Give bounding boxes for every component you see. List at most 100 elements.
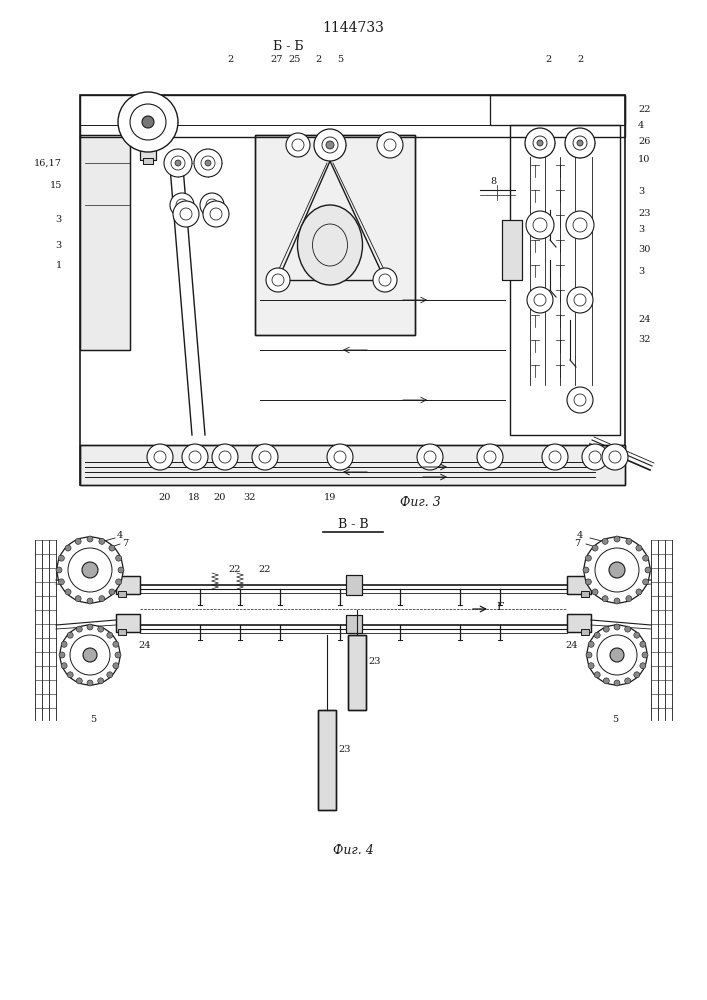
Circle shape — [99, 596, 105, 602]
Circle shape — [87, 536, 93, 542]
Circle shape — [577, 140, 583, 146]
Circle shape — [626, 596, 632, 602]
Circle shape — [57, 537, 123, 603]
Circle shape — [200, 193, 224, 217]
Bar — [348, 635, 366, 710]
Circle shape — [99, 538, 105, 544]
Circle shape — [59, 579, 64, 585]
Circle shape — [633, 672, 640, 678]
Circle shape — [87, 624, 93, 630]
Circle shape — [643, 555, 648, 561]
Text: 22: 22 — [259, 566, 271, 574]
Bar — [140, 130, 156, 160]
Circle shape — [205, 160, 211, 166]
Circle shape — [115, 652, 121, 658]
Circle shape — [588, 641, 594, 647]
Ellipse shape — [298, 205, 363, 285]
Circle shape — [633, 632, 640, 638]
Circle shape — [76, 678, 82, 684]
Text: 27: 27 — [271, 55, 284, 64]
Text: Фиг. 3: Фиг. 3 — [399, 495, 440, 508]
Text: 23: 23 — [638, 209, 650, 218]
Bar — [116, 614, 140, 632]
Circle shape — [537, 140, 543, 146]
Circle shape — [116, 555, 122, 561]
Bar — [140, 130, 156, 160]
Circle shape — [642, 652, 648, 658]
Text: Б - Б: Б - Б — [273, 40, 303, 53]
Text: 8: 8 — [490, 178, 496, 186]
Circle shape — [603, 626, 609, 632]
Circle shape — [636, 589, 642, 595]
Text: 22: 22 — [229, 566, 241, 574]
Circle shape — [203, 201, 229, 227]
Text: 22: 22 — [638, 105, 650, 114]
Text: 23: 23 — [338, 746, 351, 754]
Text: 32: 32 — [244, 493, 256, 502]
Bar — [581, 591, 589, 597]
Text: 7: 7 — [574, 538, 580, 548]
Circle shape — [252, 444, 278, 470]
Text: 23: 23 — [368, 658, 380, 666]
Bar — [143, 158, 153, 164]
Circle shape — [614, 624, 620, 630]
Bar — [567, 614, 591, 632]
Bar — [255, 135, 415, 335]
Bar — [567, 576, 591, 594]
Bar — [318, 710, 336, 810]
Text: 16,17: 16,17 — [34, 158, 62, 167]
Circle shape — [640, 641, 646, 647]
Circle shape — [609, 562, 625, 578]
Circle shape — [61, 641, 67, 647]
Bar — [255, 135, 415, 335]
Bar — [116, 576, 140, 594]
Bar — [567, 614, 591, 632]
Circle shape — [87, 680, 93, 686]
Circle shape — [182, 444, 208, 470]
Bar — [80, 445, 625, 485]
Circle shape — [75, 596, 81, 602]
Circle shape — [614, 680, 620, 686]
Text: 26: 26 — [638, 137, 650, 146]
Circle shape — [266, 268, 290, 292]
Text: 25: 25 — [289, 55, 301, 64]
Circle shape — [76, 626, 82, 632]
Bar — [346, 615, 362, 633]
Bar — [346, 575, 362, 595]
Bar — [80, 445, 625, 485]
Circle shape — [582, 444, 608, 470]
Text: 2: 2 — [315, 55, 321, 64]
Circle shape — [59, 555, 64, 561]
Text: 18: 18 — [188, 493, 200, 502]
Circle shape — [87, 598, 93, 604]
Circle shape — [527, 287, 553, 313]
Text: 24: 24 — [138, 641, 151, 650]
Circle shape — [567, 287, 593, 313]
Circle shape — [636, 545, 642, 551]
Circle shape — [586, 652, 592, 658]
Text: Фиг. 4: Фиг. 4 — [332, 844, 373, 856]
Text: 15: 15 — [49, 180, 62, 190]
Text: 32: 32 — [638, 336, 650, 344]
Circle shape — [625, 626, 631, 632]
Bar — [80, 135, 130, 350]
Circle shape — [65, 545, 71, 551]
Text: 7: 7 — [122, 538, 128, 548]
Circle shape — [170, 193, 194, 217]
Circle shape — [525, 128, 555, 158]
Circle shape — [326, 141, 334, 149]
Circle shape — [142, 116, 154, 128]
Circle shape — [594, 632, 600, 638]
Circle shape — [602, 538, 608, 544]
Circle shape — [67, 632, 74, 638]
Text: 4: 4 — [638, 120, 644, 129]
Bar — [346, 615, 362, 633]
Circle shape — [567, 387, 593, 413]
Circle shape — [643, 579, 648, 585]
Text: 5: 5 — [612, 716, 618, 724]
Circle shape — [173, 201, 199, 227]
Bar — [80, 135, 130, 350]
Circle shape — [542, 444, 568, 470]
Text: 2: 2 — [577, 55, 583, 64]
Circle shape — [109, 589, 115, 595]
